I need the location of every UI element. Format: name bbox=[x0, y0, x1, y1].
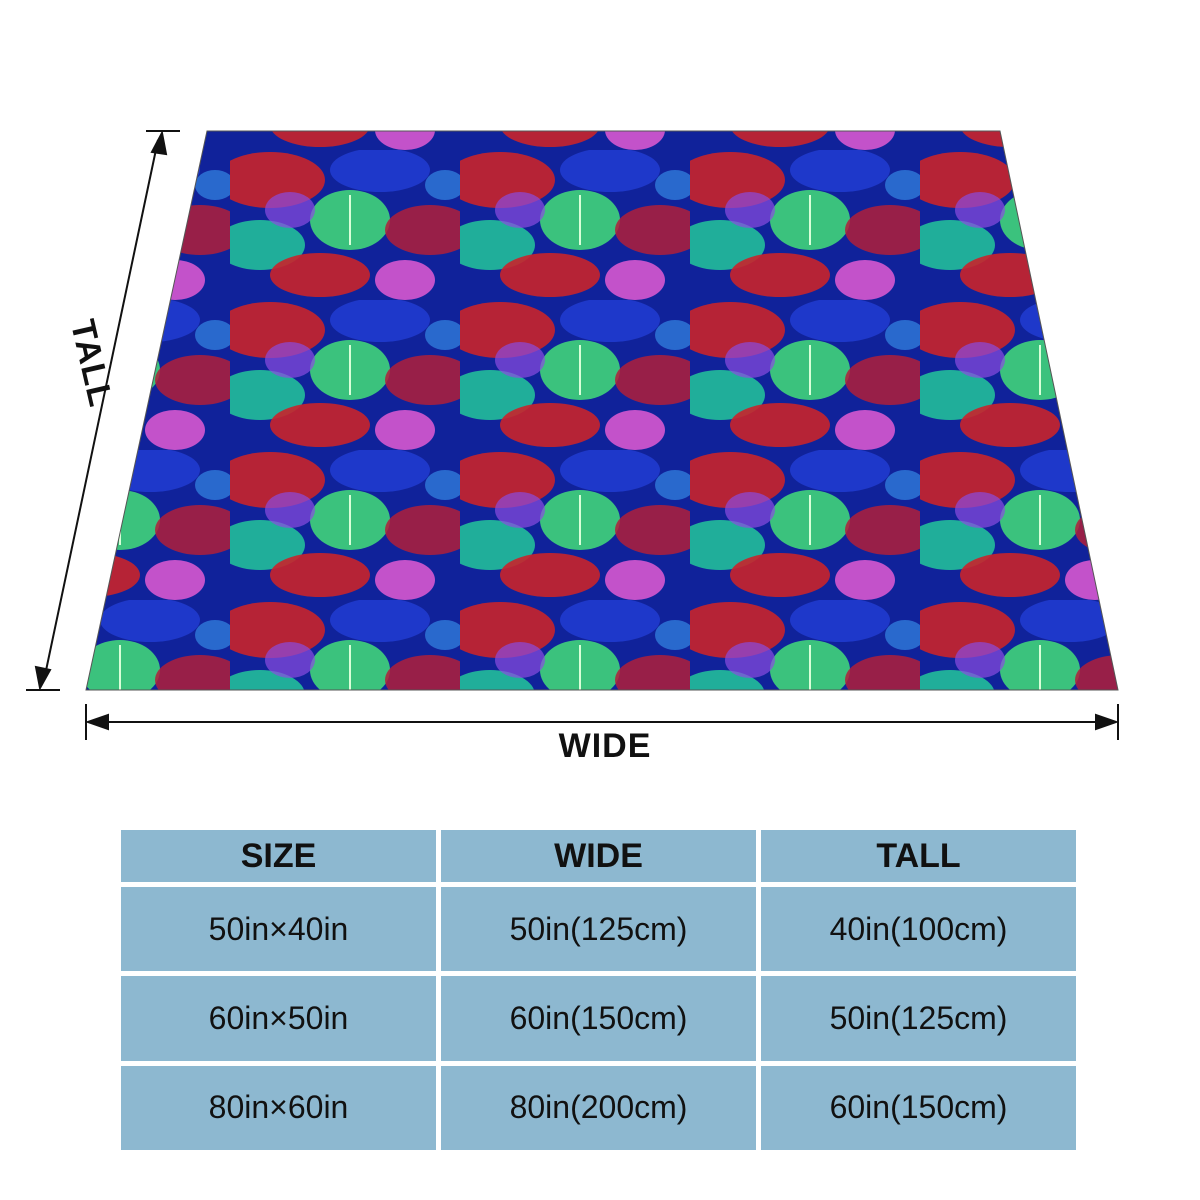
header-tall: TALL bbox=[761, 830, 1076, 882]
table-row: 50in×40in 50in(125cm) 40in(100cm) bbox=[121, 887, 1076, 972]
cell-size: 80in×60in bbox=[121, 1065, 436, 1150]
cell-size: 60in×50in bbox=[121, 976, 436, 1061]
table-row: 60in×50in 60in(150cm) 50in(125cm) bbox=[121, 976, 1076, 1061]
cell-size: 50in×40in bbox=[121, 887, 436, 972]
cell-tall: 50in(125cm) bbox=[761, 976, 1076, 1061]
size-table: SIZE WIDE TALL 50in×40in 50in(125cm) 40i… bbox=[116, 825, 1081, 1155]
blanket-illustration bbox=[26, 130, 1120, 740]
tall-dimension-arrow bbox=[26, 130, 180, 691]
table-header-row: SIZE WIDE TALL bbox=[121, 830, 1076, 882]
cell-wide: 50in(125cm) bbox=[441, 887, 756, 972]
blanket-pattern bbox=[86, 131, 1118, 690]
cell-wide: 60in(150cm) bbox=[441, 976, 756, 1061]
table-row: 80in×60in 80in(200cm) 60in(150cm) bbox=[121, 1065, 1076, 1150]
wide-label: WIDE bbox=[558, 727, 652, 765]
cell-wide: 80in(200cm) bbox=[441, 1065, 756, 1150]
header-wide: WIDE bbox=[441, 830, 756, 882]
cell-tall: 60in(150cm) bbox=[761, 1065, 1076, 1150]
wide-dimension-arrow bbox=[84, 704, 1120, 740]
cell-tall: 40in(100cm) bbox=[761, 887, 1076, 972]
header-size: SIZE bbox=[121, 830, 436, 882]
